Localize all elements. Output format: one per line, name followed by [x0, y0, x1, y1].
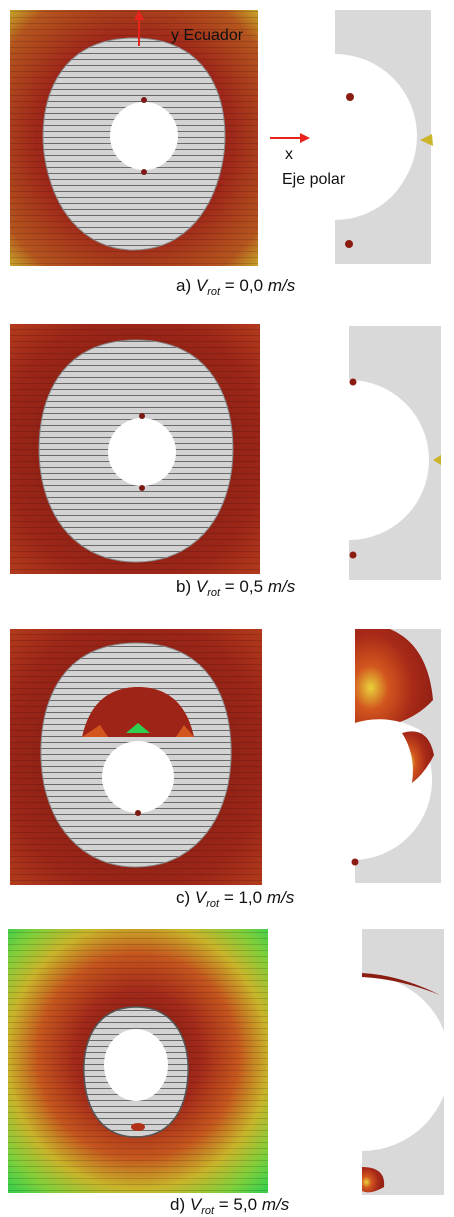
sphere: [102, 741, 174, 813]
equatorial-cap: [82, 687, 194, 737]
x-axis-label: x: [285, 146, 293, 163]
panel-c-graphic: [10, 629, 441, 885]
caption-a: a) Vrot = 0,0 m/s: [176, 276, 296, 298]
panel-b: b) Vrot = 0,5 m/s: [0, 300, 454, 605]
side-cap: [355, 629, 433, 727]
sphere: [108, 418, 176, 486]
panel-a-graphic: [10, 10, 433, 266]
caption-d: d) Vrot = 5,0 m/s: [170, 1195, 290, 1217]
sphere: [104, 1029, 168, 1101]
polar-axis-label: Eje polar: [282, 171, 346, 188]
sphere: [110, 102, 178, 170]
panel-a: y Ecuador x Eje polar a) Vrot = 0,0 m/s: [0, 0, 454, 300]
panel-d-graphic: [8, 929, 450, 1195]
panel-b-graphic: [10, 324, 441, 580]
panel-c: c) Vrot = 1,0 m/s: [0, 605, 454, 915]
panel-d: d) Vrot = 5,0 m/s: [0, 915, 454, 1217]
y-axis-label: y Ecuador: [171, 27, 244, 44]
caption-b: b) Vrot = 0,5 m/s: [176, 577, 296, 599]
caption-c: c) Vrot = 1,0 m/s: [176, 888, 295, 910]
